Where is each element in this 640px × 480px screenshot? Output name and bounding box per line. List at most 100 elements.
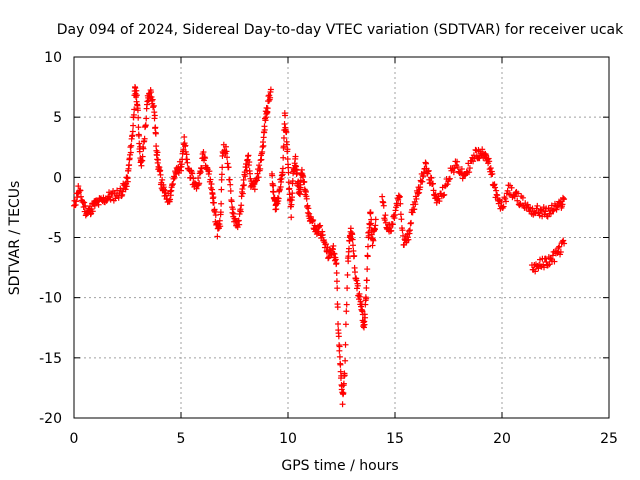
data-point bbox=[304, 202, 311, 209]
data-point bbox=[515, 190, 522, 197]
data-point bbox=[417, 184, 424, 191]
data-point bbox=[77, 187, 84, 194]
data-point bbox=[95, 201, 102, 208]
data-point bbox=[382, 212, 389, 219]
data-point bbox=[340, 389, 347, 396]
data-point bbox=[372, 216, 379, 223]
data-point bbox=[267, 86, 274, 93]
data-point bbox=[364, 253, 371, 260]
data-point bbox=[286, 185, 293, 192]
data-point bbox=[167, 196, 174, 203]
data-point bbox=[369, 242, 376, 249]
data-point bbox=[339, 401, 346, 408]
data-point bbox=[372, 222, 379, 229]
data-point bbox=[122, 186, 129, 193]
data-point bbox=[561, 240, 568, 247]
data-point bbox=[305, 205, 312, 212]
data-point bbox=[543, 258, 550, 265]
data-point bbox=[135, 124, 142, 131]
x-tick-label: 5 bbox=[177, 431, 186, 447]
data-point bbox=[207, 176, 214, 183]
data-point bbox=[342, 341, 349, 348]
data-point bbox=[218, 171, 225, 178]
data-point bbox=[549, 252, 556, 259]
data-point bbox=[284, 146, 291, 153]
data-point bbox=[210, 194, 217, 201]
data-point bbox=[344, 285, 351, 292]
data-point bbox=[140, 145, 147, 152]
x-tick-label: 25 bbox=[600, 431, 618, 447]
data-point bbox=[319, 231, 326, 238]
data-point bbox=[504, 187, 511, 194]
y-tick-label: 0 bbox=[53, 170, 62, 186]
data-point bbox=[444, 181, 451, 188]
data-point bbox=[303, 195, 310, 202]
data-point bbox=[260, 142, 267, 149]
data-point bbox=[334, 304, 341, 311]
data-point bbox=[238, 202, 245, 209]
chart-title: Day 094 of 2024, Sidereal Day-to-day VTE… bbox=[57, 22, 624, 38]
data-point bbox=[361, 321, 368, 328]
data-point bbox=[236, 221, 243, 228]
data-point bbox=[182, 142, 189, 149]
data-point bbox=[350, 247, 357, 254]
data-point bbox=[363, 285, 370, 292]
data-point bbox=[157, 171, 164, 178]
data-point bbox=[130, 122, 137, 129]
y-axis-label: SDTVAR / TECUs bbox=[7, 181, 23, 296]
data-point bbox=[289, 190, 296, 197]
data-point bbox=[409, 209, 416, 216]
data-point bbox=[322, 241, 329, 248]
data-point bbox=[225, 164, 232, 171]
data-point bbox=[264, 105, 271, 112]
data-point bbox=[169, 181, 176, 188]
data-point bbox=[394, 202, 401, 209]
data-point bbox=[336, 343, 343, 350]
data-point bbox=[134, 107, 141, 114]
data-point bbox=[441, 191, 448, 198]
data-point bbox=[508, 184, 515, 191]
data-point bbox=[136, 132, 143, 139]
data-point bbox=[218, 176, 225, 183]
data-point bbox=[350, 242, 357, 249]
data-point bbox=[559, 201, 566, 208]
data-point bbox=[240, 182, 247, 189]
data-point bbox=[457, 169, 464, 176]
data-point bbox=[189, 170, 196, 177]
data-point bbox=[223, 148, 230, 155]
data-point bbox=[489, 170, 496, 177]
data-point bbox=[150, 102, 157, 109]
data-point bbox=[349, 231, 356, 238]
data-point bbox=[247, 170, 254, 177]
grid bbox=[74, 57, 609, 418]
data-point bbox=[128, 142, 135, 149]
data-point bbox=[239, 190, 246, 197]
data-point bbox=[297, 177, 304, 184]
data-point bbox=[301, 178, 308, 185]
data-point bbox=[397, 200, 404, 207]
data-point bbox=[200, 149, 207, 156]
data-point bbox=[502, 195, 509, 202]
data-point bbox=[171, 174, 178, 181]
data-point bbox=[546, 261, 553, 268]
data-point bbox=[337, 361, 344, 368]
data-point bbox=[227, 187, 234, 194]
data-point bbox=[127, 144, 134, 151]
data-point bbox=[297, 184, 304, 191]
data-point bbox=[356, 293, 363, 300]
data-point bbox=[224, 154, 231, 161]
data-point bbox=[89, 208, 96, 215]
data-point bbox=[258, 156, 265, 163]
data-point bbox=[73, 198, 80, 205]
data-point bbox=[440, 192, 447, 199]
data-point bbox=[212, 212, 219, 219]
data-point bbox=[330, 242, 337, 249]
data-point bbox=[267, 94, 274, 101]
data-point bbox=[130, 111, 137, 118]
data-point bbox=[291, 162, 298, 169]
data-point bbox=[129, 128, 136, 135]
data-point bbox=[343, 308, 350, 315]
y-tick-label: -20 bbox=[39, 411, 62, 427]
data-point bbox=[131, 106, 138, 113]
data-point bbox=[446, 175, 453, 182]
